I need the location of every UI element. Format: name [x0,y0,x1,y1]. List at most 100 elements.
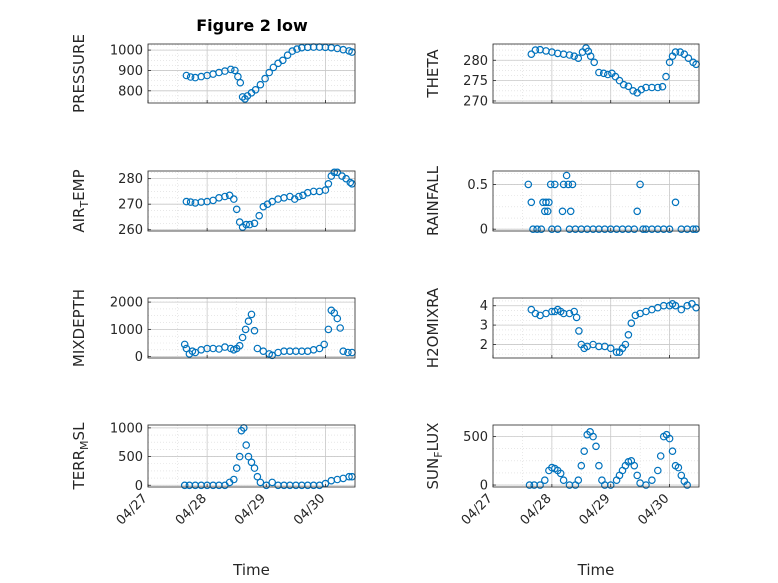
data-point [345,472,353,481]
axes-box [147,297,356,359]
data-point [186,198,195,206]
plot-area [148,44,355,103]
data-point [537,225,546,234]
axes-box [147,424,356,488]
data-point [336,324,345,332]
data-point [612,348,621,357]
data-point [527,198,536,207]
y-axis-label: AIRTEMP [70,169,91,232]
data-point [278,56,287,65]
data-point [658,82,667,91]
data-point [577,461,586,470]
x-tick-label: 04/27 [459,491,496,528]
subplot-terr-msl: 0 500 1000 04/27 04/28 04/29 04/30 Time TERRMSL [70,421,356,579]
data-point [636,180,644,189]
data-point [574,476,583,485]
data-point [293,45,301,53]
data-point [324,325,333,334]
data-point [242,220,251,229]
data-point [247,458,256,467]
data-point [683,481,692,489]
data-point [589,432,597,441]
data-point [261,74,269,83]
data-point [680,50,689,59]
data-point [562,171,571,180]
data-point [255,211,264,220]
data-point [642,481,650,489]
x-axis-label: Time [232,561,270,579]
y-tick-label: 2 [480,338,488,353]
y-tick-label: 1000 [110,44,143,59]
data-point [683,301,692,310]
data-point [527,50,536,59]
data-point [574,54,583,63]
data-point [568,180,577,189]
data-point [662,72,670,81]
y-axis-label: H2OMIXRA [424,287,442,368]
x-axis-label: Time [577,561,615,579]
data-point [606,481,615,489]
y-tick-label: 270 [463,94,488,109]
data-point [238,93,247,101]
data-point [321,186,330,194]
x-tick-label: 04/30 [635,491,672,528]
axes-box [492,297,700,359]
data-point [595,68,603,77]
data-point [265,68,274,77]
data-point [668,447,677,456]
data-point [525,481,534,489]
y-axis-label: PRESSURE [70,34,88,113]
data-point [230,475,238,484]
data-point [565,309,574,318]
data-point [529,225,537,234]
data-point [288,47,297,55]
data-point [556,469,565,478]
data-point [688,299,696,308]
data-point [630,461,639,470]
data-point [186,73,195,81]
data-point [324,180,333,188]
data-point [256,478,265,487]
data-point [624,82,633,91]
y-tick-label: 275 [463,74,488,89]
data-point [595,461,603,470]
data-point [533,225,541,234]
y-tick-label: 280 [118,172,143,187]
data-point [565,51,574,59]
subplot-h2omixra: 2 3 4 H2OMIXRA [424,287,700,368]
data-point [524,180,533,189]
axes-box [147,170,356,232]
data-point [653,83,662,92]
y-axis-label: SUNFLUX [424,423,445,490]
y-axis-label: MIXDEPTH [70,289,88,367]
subplot-theta: 270 275 280 THETA [424,43,700,109]
axes-box [492,43,700,104]
subplot-sun-flux: 0 500 04/27 04/28 04/29 04/30 Time SUNFLUX [424,423,700,579]
data-point [191,348,200,357]
data-point [283,51,292,60]
data-point [545,198,553,207]
data-point [180,481,189,490]
data-point [603,70,612,79]
y-axis-label: TERRMSL [70,422,91,491]
y-tick-label: 0 [480,479,488,494]
data-point [531,46,540,54]
data-point [259,347,268,356]
plot-area [148,298,355,358]
data-point [333,168,342,177]
data-point [671,301,680,310]
data-point [665,434,674,443]
data-point [236,78,245,87]
data-point [633,207,642,216]
data-point [346,178,355,187]
data-point [633,471,642,480]
data-point [630,225,639,234]
y-tick-label: 500 [463,430,488,445]
data-point [244,317,253,326]
data-point [250,219,259,228]
data-point [590,58,599,67]
data-point [244,452,253,461]
data-point [580,447,589,456]
data-point [611,72,620,81]
